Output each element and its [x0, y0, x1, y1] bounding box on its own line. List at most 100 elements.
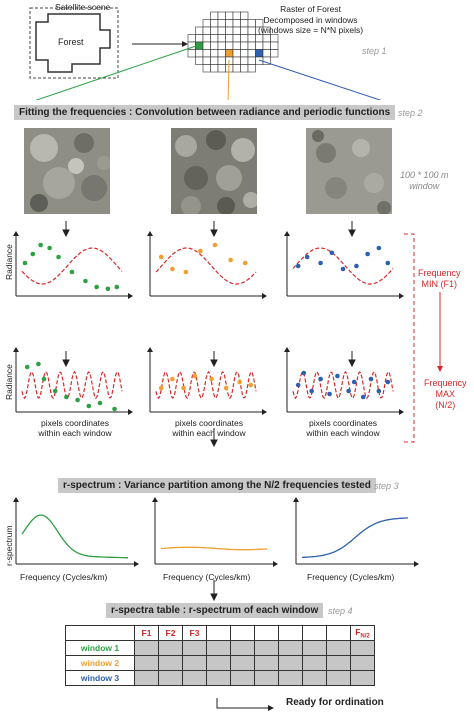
table-cell — [302, 640, 327, 656]
radiance-point — [69, 269, 75, 275]
table-cell — [350, 670, 375, 686]
table-cell — [230, 670, 255, 686]
frequency-arrow-head — [437, 366, 443, 372]
frequency-max-label: Frequency MAX (N/2) — [424, 378, 467, 411]
radiance-point — [112, 406, 117, 412]
radiance-point — [38, 242, 43, 248]
radiance-point — [354, 263, 359, 269]
table-cell — [254, 655, 279, 671]
plot-axes — [147, 347, 267, 415]
x-axis-arrow — [273, 561, 278, 567]
plot-axes — [293, 497, 419, 567]
table-row-label: window 2 — [65, 655, 135, 671]
periodic-function-curve — [21, 247, 123, 285]
table-cell — [278, 670, 303, 686]
radiance-point — [209, 376, 214, 382]
r-spectrum-curve-3 — [301, 517, 409, 559]
radiance-point — [30, 251, 36, 257]
radiance-point — [183, 269, 189, 275]
table-cell — [278, 640, 303, 656]
table-cell — [158, 655, 183, 671]
radiance-point — [158, 385, 164, 391]
forest-outline — [35, 13, 111, 73]
radiance-point — [327, 391, 332, 397]
table-cell — [182, 640, 207, 656]
freq-x-label-1: Frequency (Cycles/km) — [20, 572, 108, 582]
table-cell — [278, 655, 303, 671]
x-axis-arrow — [399, 293, 404, 299]
radiance-point — [83, 278, 88, 284]
table-header-cell: FN/2 — [350, 625, 375, 641]
table-cell — [326, 640, 351, 656]
y-axis-arrow — [147, 231, 153, 236]
table-header-cell: F1 — [134, 625, 159, 641]
x-axis-arrow — [414, 561, 419, 567]
table-header-cell — [230, 625, 255, 641]
table-cell — [182, 655, 207, 671]
table-row-label: window 1 — [65, 640, 135, 656]
table-cell — [302, 655, 327, 671]
radiance-point — [114, 284, 120, 290]
x-label-1-line-1: pixels coordinates — [40, 418, 110, 428]
window-size-note: 100 * 100 m window — [400, 170, 449, 192]
table-header-cell — [302, 625, 327, 641]
window-2-photo — [171, 128, 257, 214]
radiance-point — [295, 382, 301, 388]
raster-title: Raster of Forest Decomposed in windows (… — [258, 4, 363, 36]
radiance-point — [170, 376, 175, 382]
plot-axes — [284, 231, 404, 299]
y-axis-arrow — [284, 347, 290, 352]
y-axis-arrow — [13, 497, 19, 502]
table-cell — [206, 670, 231, 686]
satellite-title: Satellite scene — [55, 2, 111, 12]
table-cell — [134, 670, 159, 686]
radiance-point — [47, 245, 52, 251]
ready-for-ordination: Ready for ordination — [286, 697, 384, 708]
window-1-photo — [24, 128, 110, 214]
radiance-point — [228, 257, 233, 263]
window-note-line-1: 100 * 100 m — [400, 170, 449, 180]
radiance-point — [52, 388, 58, 394]
radiance-point — [346, 388, 351, 394]
radiance-label-row2: Radiance — [4, 364, 14, 400]
table-cell — [350, 655, 375, 671]
radiance-point — [75, 397, 80, 403]
radiance-point — [170, 266, 175, 272]
plots-layer — [13, 231, 419, 567]
plot-axes — [13, 497, 139, 567]
table-cell — [230, 655, 255, 671]
radiance-point — [351, 379, 357, 385]
table-header-cell — [254, 625, 279, 641]
raster-title-line-3: (windows size = N*N pixels) — [258, 25, 364, 35]
step-3-banner: r-spectrum : Variance partition among th… — [58, 478, 376, 493]
raster-title-line-1: Raster of Forest — [280, 4, 342, 14]
table-row-label: window 3 — [65, 670, 135, 686]
radiance-point — [295, 263, 301, 269]
connector-window-2 — [227, 59, 230, 100]
radiance-point — [335, 373, 340, 379]
r-spectrum-curve-1 — [21, 514, 129, 559]
radiance-point — [86, 403, 92, 409]
periodic-function-curve — [155, 370, 257, 400]
x-axis-arrow — [134, 561, 139, 567]
ready-arrow-head — [268, 705, 274, 711]
periodic-function-curve — [292, 370, 394, 400]
radiance-point — [41, 376, 47, 382]
radiance-point — [318, 376, 323, 382]
x-axis-arrow — [399, 409, 404, 415]
table-cell — [302, 670, 327, 686]
x-axis-arrow — [128, 293, 133, 299]
step-2-label: step 2 — [398, 108, 423, 118]
radiance-point — [376, 245, 382, 251]
x-axis-arrow — [262, 409, 267, 415]
freq-max-line-2: MAX — [435, 389, 456, 399]
table-header-cell: F2 — [158, 625, 183, 641]
r-spectra-table: F1 F2 F3 FN/2 window 1 window 2 window 3 — [65, 625, 375, 686]
step-3-label: step 3 — [374, 481, 399, 491]
radiance-point — [376, 388, 382, 394]
radiance-point — [105, 286, 111, 292]
plot-axes — [13, 347, 133, 415]
freq-min-line-2: MIN (F1) — [421, 279, 458, 289]
radiance-point — [304, 254, 310, 260]
table-header-cell — [206, 625, 231, 641]
